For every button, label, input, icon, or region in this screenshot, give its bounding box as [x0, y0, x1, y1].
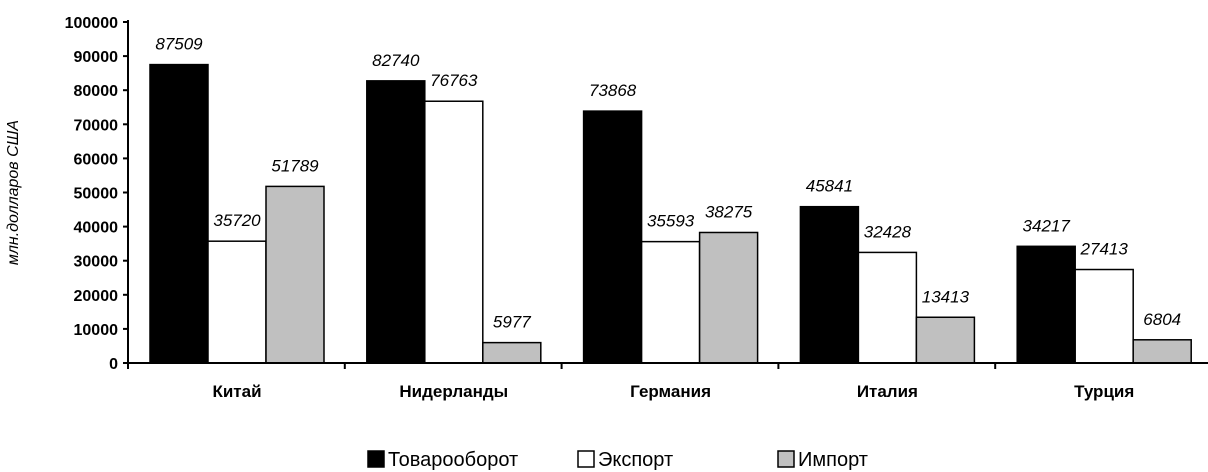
y-tick-label: 40000	[74, 220, 119, 237]
data-label: 38275	[705, 202, 753, 221]
data-labels: 87509 35720 51789 82740 76763 5977 73868 35593 3…	[155, 35, 1181, 332]
data-label: 34217	[1023, 216, 1071, 235]
bar-export	[640, 240, 701, 364]
x-category-label: Нидерланды	[399, 382, 508, 401]
bar-export	[424, 100, 484, 364]
x-category-label: Турция	[1074, 382, 1134, 401]
bar-import	[915, 316, 976, 364]
bar-export	[207, 240, 267, 364]
y-tick-label: 50000	[74, 186, 119, 203]
data-label: 51789	[271, 156, 319, 175]
legend: Товарооборот Экспорт Импорт	[367, 449, 868, 471]
y-tick-label: 70000	[74, 117, 119, 134]
y-axis-ticks: 0 10000 20000 30000 40000 50000 60000 70000 8000…	[65, 15, 128, 373]
y-tick-label: 90000	[74, 49, 119, 66]
data-label: 45841	[806, 177, 853, 196]
y-tick-label: 80000	[74, 83, 119, 100]
data-label: 76763	[430, 71, 478, 90]
axes	[127, 20, 1208, 369]
y-tick-label: 10000	[74, 322, 119, 339]
legend-label: Товарооборот	[388, 449, 518, 471]
y-tick-label: 100000	[65, 15, 118, 32]
legend-swatch	[367, 450, 385, 468]
data-label: 87509	[155, 35, 203, 54]
legend-label: Экспорт	[598, 449, 673, 471]
bar-import	[698, 231, 759, 364]
bar-import	[482, 341, 542, 364]
x-category-label: Китай	[212, 382, 261, 401]
y-tick-label: 0	[109, 356, 118, 373]
bar-turnover	[149, 63, 209, 364]
data-label: 35593	[647, 212, 695, 231]
legend-swatch	[577, 450, 595, 468]
data-label: 73868	[589, 81, 637, 100]
bar-turnover	[799, 205, 860, 364]
bar-export	[1074, 268, 1134, 364]
category-labels: Китай Нидерланды Германия Италия Турция	[212, 382, 1134, 401]
data-label: 13413	[922, 287, 970, 306]
bar-turnover	[1016, 245, 1076, 364]
x-category-label: Италия	[857, 382, 918, 401]
bar-import	[265, 185, 325, 364]
y-tick-label: 60000	[74, 151, 119, 168]
y-axis-label: млн.долларов США	[5, 120, 22, 265]
data-label: 35720	[213, 211, 261, 230]
legend-swatch	[777, 450, 795, 468]
data-label: 27413	[1080, 240, 1129, 259]
data-label: 6804	[1143, 310, 1181, 329]
data-label: 32428	[864, 222, 912, 241]
data-label: 5977	[493, 313, 531, 332]
legend-label: Импорт	[798, 449, 868, 471]
bar-turnover	[366, 80, 426, 364]
y-tick-label: 20000	[74, 288, 119, 305]
data-label: 82740	[372, 51, 420, 70]
bar-export	[857, 251, 918, 364]
y-tick-label: 30000	[74, 254, 119, 271]
bar-turnover	[582, 110, 643, 364]
bars	[149, 63, 1192, 364]
y-axis-title: млн.долларов США	[5, 120, 22, 265]
bar-import	[1132, 339, 1192, 364]
x-category-label: Германия	[630, 382, 711, 401]
